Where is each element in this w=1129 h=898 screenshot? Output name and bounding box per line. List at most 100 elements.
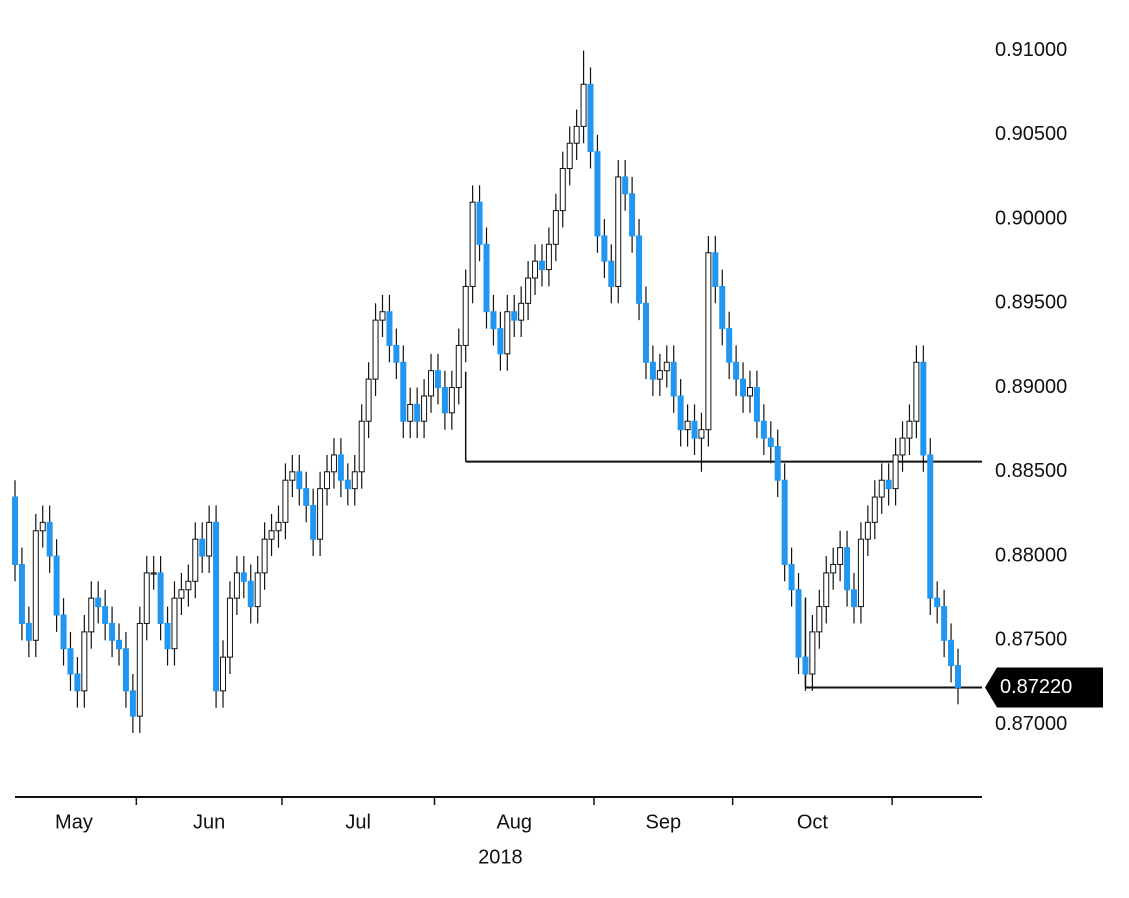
- candle-body-up: [428, 370, 435, 397]
- candle-body-down: [296, 471, 303, 490]
- x-tick-label: Jun: [193, 811, 225, 833]
- year-label: 2018: [478, 846, 523, 868]
- candle-body-up: [518, 302, 525, 321]
- candle-body-down: [95, 597, 102, 608]
- candle-body-up: [379, 311, 386, 321]
- candle-body-up: [289, 471, 296, 481]
- x-tick-label: Jul: [345, 811, 371, 833]
- candle-body-up: [171, 597, 178, 650]
- candle-body-down: [483, 243, 490, 313]
- x-tick-label: Aug: [496, 811, 532, 833]
- candle-body-up: [150, 572, 157, 575]
- y-tick-label: 0.89000: [995, 376, 1067, 398]
- candle-body-up: [830, 563, 837, 574]
- candle-body-down: [629, 193, 636, 237]
- candle-body-up: [330, 454, 337, 473]
- candle-body-down: [12, 496, 18, 565]
- candle-body-down: [74, 673, 81, 692]
- candle-body-down: [608, 260, 615, 287]
- candle-body-up: [656, 370, 663, 380]
- candle-body-up: [566, 142, 573, 169]
- candle-body-up: [317, 488, 324, 540]
- candle-body-down: [774, 446, 781, 481]
- candle-body-up: [906, 420, 913, 439]
- candle-body-up: [81, 631, 88, 692]
- candle-body-down: [948, 639, 955, 667]
- candle-body-up: [663, 361, 670, 372]
- y-tick-label: 0.87000: [995, 713, 1067, 735]
- candle-body-down: [788, 563, 795, 591]
- candle-body-down: [795, 589, 802, 658]
- candle-body-up: [226, 597, 233, 658]
- candle-body-up: [143, 572, 150, 624]
- candle-body-up: [871, 496, 878, 523]
- candle-body-down: [636, 235, 643, 304]
- candle-body-up: [282, 479, 289, 523]
- candle-body-up: [892, 454, 899, 490]
- candle-body-up: [545, 243, 552, 271]
- candle-body-down: [247, 580, 254, 608]
- candle-body-up: [39, 521, 46, 532]
- candle-body-down: [303, 488, 310, 506]
- candle-body-down: [927, 454, 934, 599]
- candle-body-down: [434, 370, 441, 389]
- candle-body-down: [677, 395, 684, 431]
- candle-body-up: [698, 429, 705, 439]
- candle-body-down: [414, 403, 421, 422]
- candle-body-down: [476, 201, 483, 245]
- candle-body-down: [691, 420, 698, 439]
- candle-body-up: [455, 344, 462, 389]
- candle-body-up: [899, 437, 906, 456]
- candle-body-down: [850, 589, 857, 608]
- candle-body-down: [344, 479, 351, 490]
- candle-body-up: [275, 521, 282, 532]
- candle-body-down: [25, 622, 32, 641]
- candle-body-up: [372, 319, 379, 380]
- candle-body-down: [400, 361, 407, 422]
- candle-body-down: [164, 622, 171, 650]
- candle-body-up: [192, 538, 199, 582]
- candle-body-up: [684, 420, 691, 431]
- x-tick-label: Sep: [646, 811, 682, 833]
- y-tick-label: 0.88000: [995, 544, 1067, 566]
- candle-body-up: [469, 201, 476, 287]
- candle-body-up: [705, 252, 712, 431]
- candle-body-up: [913, 361, 920, 422]
- candle-body-up: [448, 387, 455, 414]
- candle-body-down: [60, 614, 67, 650]
- candle-body-down: [649, 361, 656, 380]
- candle-body-up: [254, 572, 261, 608]
- candle-body-up: [268, 530, 275, 540]
- candle-body-down: [109, 622, 116, 641]
- candle-body-down: [538, 260, 545, 271]
- candle-body-down: [622, 176, 629, 195]
- candle-body-down: [719, 285, 726, 330]
- candle-body-down: [712, 252, 719, 287]
- candle-body-up: [573, 125, 580, 144]
- candle-body-up: [351, 471, 358, 490]
- candle-body-up: [233, 572, 240, 599]
- candle-body-down: [240, 572, 247, 582]
- candle-body-up: [324, 471, 331, 490]
- y-tick-label: 0.91000: [995, 39, 1067, 61]
- y-tick-label: 0.89500: [995, 292, 1067, 314]
- candle-body-up: [358, 420, 365, 473]
- candle-body-down: [46, 521, 53, 557]
- y-tick-label: 0.87500: [995, 629, 1067, 651]
- candle-body-down: [941, 606, 948, 641]
- candle-body-down: [670, 361, 677, 397]
- candle-body-down: [760, 420, 767, 439]
- candle-body-down: [18, 563, 25, 624]
- candle-body-up: [552, 210, 559, 245]
- candle-body-down: [726, 328, 733, 363]
- candle-body-down: [753, 387, 760, 422]
- candle-body-up: [261, 538, 268, 574]
- candle-body-up: [837, 547, 844, 565]
- candle-body-up: [857, 538, 864, 608]
- candle-body-up: [407, 403, 414, 422]
- candle-body-down: [740, 378, 747, 397]
- candle-body-up: [559, 167, 566, 212]
- candle-body-down: [67, 648, 74, 675]
- candle-body-up: [206, 521, 213, 557]
